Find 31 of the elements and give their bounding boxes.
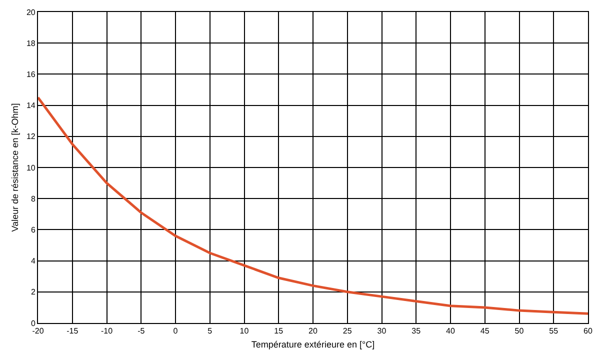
y-tick-label: 14 <box>26 101 36 110</box>
y-tick-label: 20 <box>26 8 36 17</box>
line-series <box>38 96 588 315</box>
x-tick-label: 15 <box>274 326 284 336</box>
x-tick-label: -5 <box>138 326 146 336</box>
y-tick-label: 4 <box>30 256 36 266</box>
x-tick-label: 5 <box>208 326 213 336</box>
x-tick-label: 0 <box>173 326 178 336</box>
y-tick-label: 18 <box>26 38 36 48</box>
y-tick-label: 10 <box>26 163 36 172</box>
y-tick-label: 6 <box>30 226 36 234</box>
x-tick-label: -10 <box>100 326 114 336</box>
x-tick-label: 55 <box>549 326 559 336</box>
x-tick-label: 30 <box>377 326 387 336</box>
x-tick-label: 50 <box>514 326 524 336</box>
y-tick-label: 8 <box>30 194 36 204</box>
x-tick-label: 35 <box>412 326 422 336</box>
x-tick-label: 45 <box>480 326 490 336</box>
x-tick-label: -20 <box>32 326 44 336</box>
y-tick-label: 0 <box>30 318 36 328</box>
y-tick-label: 2 <box>30 288 36 297</box>
x-tick-label: 60 <box>584 326 593 336</box>
x-tick-label: 40 <box>446 326 456 336</box>
x-tick-label: 20 <box>308 326 318 336</box>
x-tick-label: -15 <box>66 326 79 336</box>
y-axis-title: Valeur de résistance en [k-Ohm] <box>10 103 20 232</box>
y-tick-label: 12 <box>26 132 36 142</box>
x-axis-title: Température extérieure en [°C] <box>251 339 375 350</box>
x-tick-label: 25 <box>342 326 352 336</box>
x-tick-label: 10 <box>240 326 250 336</box>
y-tick-label: 16 <box>26 70 36 79</box>
